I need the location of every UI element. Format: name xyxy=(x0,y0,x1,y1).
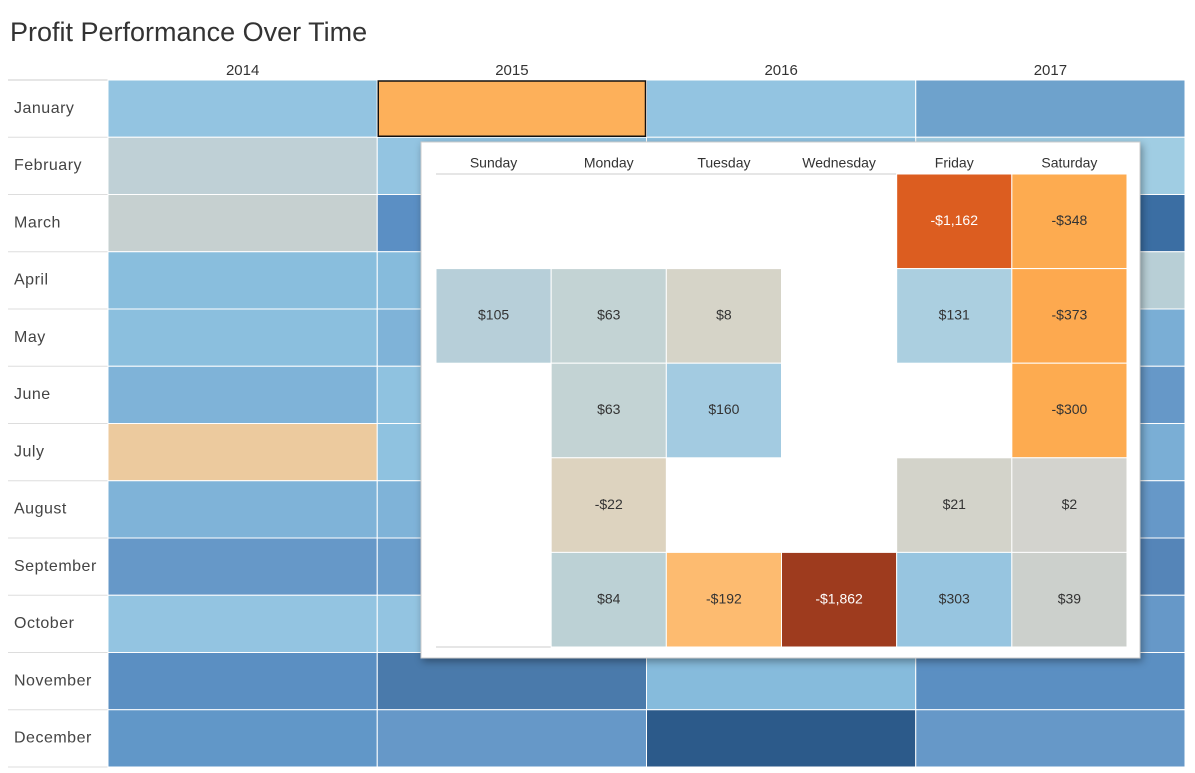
day-header: Tuesday xyxy=(697,155,750,171)
row-header: January xyxy=(14,100,74,117)
column-header: 2017 xyxy=(1034,62,1067,79)
day-cell xyxy=(1011,551,1128,648)
day-cell xyxy=(665,362,782,459)
day-value: $2 xyxy=(1062,496,1078,512)
day-cell xyxy=(550,457,667,553)
day-value: -$373 xyxy=(1052,307,1088,323)
heat-cell xyxy=(915,652,1186,711)
day-value: $105 xyxy=(478,307,509,323)
heat-cell xyxy=(376,652,647,711)
title: Profit Performance Over Time xyxy=(10,17,367,47)
heat-cell xyxy=(107,251,378,310)
day-cell xyxy=(1011,362,1128,459)
row-header: December xyxy=(14,730,92,747)
day-cell xyxy=(896,551,1013,648)
day-cell xyxy=(550,551,667,648)
heat-cell xyxy=(376,709,647,768)
column-header: 2016 xyxy=(764,62,797,79)
heat-cell xyxy=(107,594,378,653)
day-value: -$1,162 xyxy=(931,212,979,228)
heat-cell xyxy=(107,537,378,596)
heat-cell xyxy=(107,308,378,367)
day-value: -$192 xyxy=(706,590,742,606)
day-value: -$1,862 xyxy=(815,590,863,606)
day-cell xyxy=(665,551,782,648)
row-header: May xyxy=(14,329,46,346)
day-cell xyxy=(896,173,1013,270)
day-cell xyxy=(665,268,782,364)
day-cell xyxy=(1011,173,1128,270)
heat-cell xyxy=(107,709,378,768)
day-header: Sunday xyxy=(470,155,517,171)
heat-cell xyxy=(107,79,378,138)
heat-cell xyxy=(915,79,1186,138)
row-header: October xyxy=(14,615,75,632)
day-value: $84 xyxy=(597,590,621,606)
heat-cell xyxy=(915,709,1186,768)
column-header: 2014 xyxy=(226,62,259,79)
tooltip: Sunday Monday Tuesday Wednesday Friday Saturd… xyxy=(420,141,1141,659)
day-value: $63 xyxy=(597,401,621,417)
day-value: $160 xyxy=(708,401,739,417)
day-cell xyxy=(896,268,1013,364)
heat-cell xyxy=(107,194,378,253)
heat-cell xyxy=(376,79,647,138)
day-cell xyxy=(1011,457,1128,553)
day-header: Monday xyxy=(584,155,634,171)
day-cell xyxy=(550,268,667,364)
heat-cell xyxy=(107,136,378,195)
day-value: $131 xyxy=(939,307,970,323)
day-cell xyxy=(896,457,1013,553)
day-cell xyxy=(1011,268,1128,364)
heat-cell xyxy=(107,652,378,711)
day-header: Saturday xyxy=(1041,155,1097,171)
row-header: March xyxy=(14,214,61,231)
day-header: Wednesday xyxy=(802,155,876,171)
day-value: $39 xyxy=(1058,590,1082,606)
heat-cell xyxy=(646,652,917,711)
day-value: $21 xyxy=(943,496,967,512)
day-value: $63 xyxy=(597,307,621,323)
row-header: September xyxy=(14,558,97,575)
day-header: Friday xyxy=(935,155,974,171)
day-cell xyxy=(435,268,552,364)
day-value: -$22 xyxy=(595,496,623,512)
day-value: -$348 xyxy=(1052,212,1088,228)
day-value: $8 xyxy=(716,307,732,323)
heat-cell xyxy=(646,709,917,768)
heat-cell xyxy=(107,423,378,482)
row-header: July xyxy=(14,443,44,460)
heat-cell xyxy=(107,480,378,539)
row-header: August xyxy=(14,501,67,518)
heat-cell xyxy=(107,365,378,424)
row-header: February xyxy=(14,157,82,174)
heat-cell xyxy=(646,79,917,138)
column-header: 2015 xyxy=(495,62,528,79)
day-cell xyxy=(550,362,667,459)
row-header: April xyxy=(14,272,49,289)
day-value: -$300 xyxy=(1052,401,1088,417)
row-header: November xyxy=(14,672,92,689)
day-value: $303 xyxy=(939,590,970,606)
selected-cell xyxy=(377,80,647,137)
day-cell xyxy=(781,551,898,648)
row-header: June xyxy=(14,386,51,403)
